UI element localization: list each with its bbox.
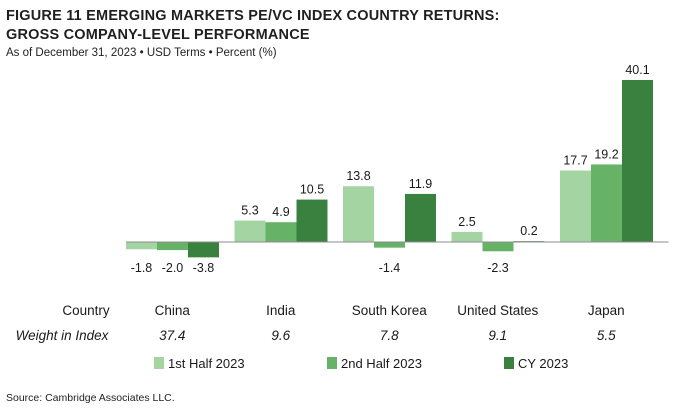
bar-india-cy-2023	[296, 199, 328, 242]
value-label-united-states-2nd-half-2023: -2.3	[487, 261, 509, 275]
bar-japan-cy-2023	[622, 79, 653, 242]
bar-united-states-1st-half-2023	[451, 231, 483, 242]
value-label-india-1st-half-2023: 5.3	[241, 204, 258, 218]
value-labels-group: -1.8 -2.0 -3.8 5.3 4.9 10.5 13.8 -1.4 11.9 2.5 -2.…	[131, 63, 650, 275]
legend-label-1st-half-2023: 1st Half 2023	[168, 356, 245, 371]
value-label-united-states-1st-half-2023: 2.5	[458, 215, 475, 229]
bar-china-cy-2023	[188, 242, 219, 258]
value-label-south-korea-1st-half-2023: 13.8	[346, 169, 370, 183]
weight-value-china: 37.4	[159, 328, 185, 343]
bar-japan-2nd-half-2023	[591, 164, 622, 242]
legend: 1st Half 2023 2nd Half 2023 CY 2023	[154, 356, 568, 371]
weight-value-united-states: 9.1	[488, 328, 507, 343]
chart-title-line2: GROSS COMPANY-LEVEL PERFORMANCE	[6, 27, 310, 43]
chart-subtitle: As of December 31, 2023 • USD Terms • Pe…	[6, 47, 277, 59]
bar-india-2nd-half-2023	[265, 222, 297, 242]
value-label-united-states-cy-2023: 0.2	[520, 224, 537, 238]
value-label-china-1st-half-2023: -1.8	[131, 261, 153, 275]
legend-label-cy-2023: CY 2023	[518, 356, 568, 371]
value-label-japan-2nd-half-2023: 19.2	[594, 147, 618, 161]
bars-group	[126, 79, 653, 258]
legend-swatch-cy-2023	[504, 357, 514, 369]
bar-china-2nd-half-2023	[157, 242, 188, 251]
weight-header: Weight in Index	[16, 328, 110, 343]
bar-south-korea-1st-half-2023	[343, 186, 374, 242]
value-label-south-korea-cy-2023: 11.9	[409, 177, 432, 191]
category-label-india: India	[266, 303, 296, 318]
country-header: Country	[62, 303, 110, 318]
legend-label-2nd-half-2023: 2nd Half 2023	[341, 356, 422, 371]
value-label-india-2nd-half-2023: 4.9	[272, 205, 289, 219]
legend-swatch-2nd-half-2023	[327, 357, 337, 369]
bar-south-korea-2nd-half-2023	[374, 242, 405, 248]
weight-value-india: 9.6	[271, 328, 290, 343]
legend-swatch-1st-half-2023	[154, 357, 164, 369]
value-label-japan-cy-2023: 40.1	[625, 63, 649, 77]
chart-title-line1: FIGURE 11 EMERGING MARKETS PE/VC INDEX C…	[6, 8, 500, 24]
value-label-china-cy-2023: -3.8	[193, 261, 215, 275]
category-label-japan: Japan	[588, 303, 625, 318]
category-label-south-korea: South Korea	[352, 303, 428, 318]
bar-chart: -1.8 -2.0 -3.8 5.3 4.9 10.5 13.8 -1.4 11.9 2.5 -2.…	[16, 63, 669, 371]
category-label-china: China	[155, 303, 191, 318]
weight-value-south-korea: 7.8	[380, 328, 399, 343]
bar-united-states-2nd-half-2023	[482, 242, 514, 252]
category-label-united-states: United States	[457, 303, 538, 318]
weight-value-japan: 5.5	[597, 328, 616, 343]
chart-title: FIGURE 11 EMERGING MARKETS PE/VC INDEX C…	[6, 7, 500, 45]
value-label-japan-1st-half-2023: 17.7	[563, 153, 587, 167]
value-label-south-korea-2nd-half-2023: -1.4	[379, 261, 401, 275]
value-label-india-cy-2023: 10.5	[300, 183, 324, 197]
source-note: Source: Cambridge Associates LLC.	[6, 392, 175, 404]
bar-china-1st-half-2023	[126, 242, 157, 250]
bar-south-korea-cy-2023	[405, 193, 436, 242]
value-label-china-2nd-half-2023: -2.0	[162, 261, 184, 275]
bar-japan-1st-half-2023	[560, 170, 591, 242]
category-table: Country Weight in Index China 37.4 India 9.…	[16, 303, 625, 343]
bar-india-1st-half-2023	[234, 220, 266, 242]
